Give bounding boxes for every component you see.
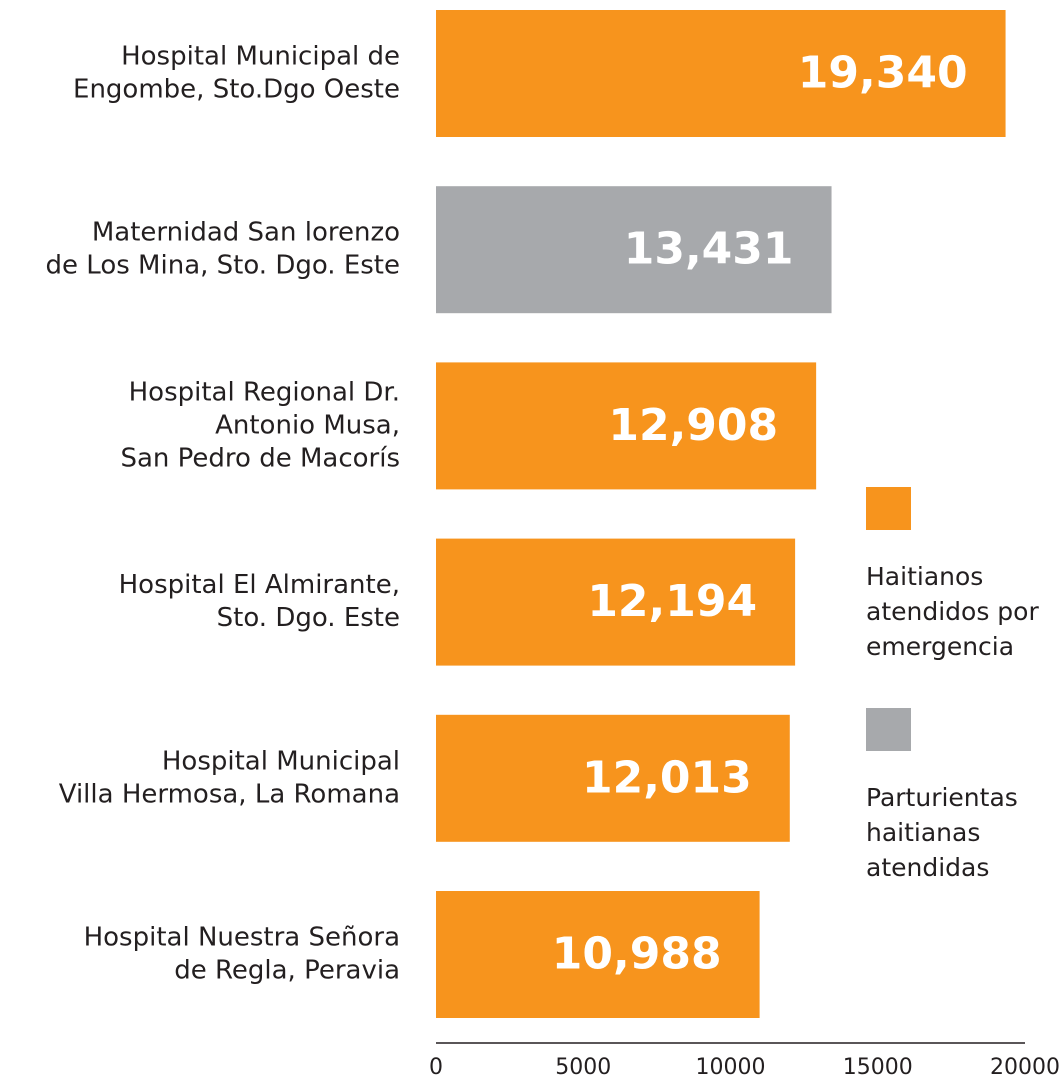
legend-swatch [866,708,911,751]
value-label: 13,431 [624,224,794,275]
x-tick-label: 15000 [843,1055,913,1080]
category-label: Maternidad San lorenzo [92,218,400,248]
legend-label: emergencia [866,632,1014,661]
legend-label: atendidos por [866,597,1039,626]
x-tick-label: 5000 [555,1055,611,1080]
category-label: de Los Mina, Sto. Dgo. Este [46,251,400,281]
bar [436,891,760,1018]
legend-label: haitianas [866,818,980,847]
bar [436,10,1006,137]
x-tick-label: 20000 [990,1055,1059,1080]
bar [436,714,790,842]
legend-label: atendidas [866,853,989,882]
category-label: Hospital Municipal [162,746,400,776]
category-label: Hospital El Almirante, [119,570,400,600]
category-label: San Pedro de Macorís [120,443,400,473]
category-label: Antonio Musa, [215,410,400,440]
category-label: Hospital Nuestra Señora [84,923,400,953]
bar [436,538,796,666]
value-label: 12,908 [608,400,778,451]
value-label: 10,988 [552,929,722,980]
value-label: 12,013 [582,752,752,803]
bar [436,186,832,314]
value-label: 12,194 [587,576,757,627]
legend-label: Parturientas [866,783,1018,812]
category-label: Sto. Dgo. Este [217,603,400,633]
legend-label: Haitianos [866,562,983,591]
value-label: 19,340 [798,48,968,99]
category-label: de Regla, Peravia [174,956,400,986]
bar [436,362,817,490]
x-tick-label: 10000 [696,1055,766,1080]
category-label: Villa Hermosa, La Romana [59,779,400,809]
legend-swatch [866,487,911,530]
category-label: Hospital Regional Dr. [129,377,400,407]
category-label: Engombe, Sto.Dgo Oeste [73,75,400,105]
category-label: Hospital Municipal de [121,42,400,72]
x-tick-label: 0 [429,1055,443,1080]
